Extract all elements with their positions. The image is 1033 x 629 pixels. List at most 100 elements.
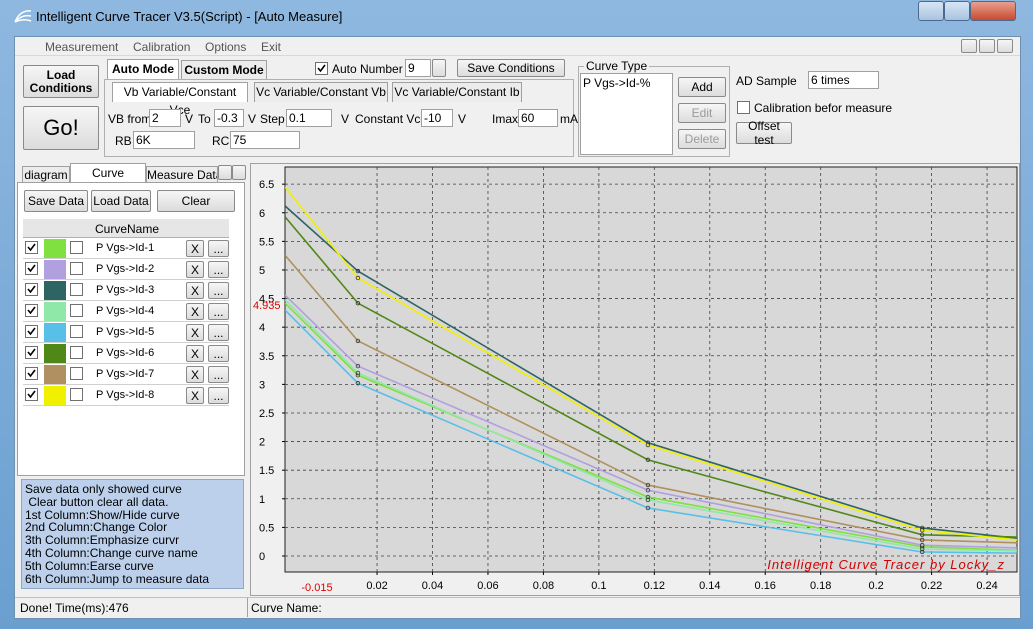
save-data-button[interactable]: Save Data: [24, 190, 88, 212]
chart: 0 0.5 1 1.5 2 2.5 3 3.5 4 4.5 5 5.5 6 6.5 0.02 0.04 0.06…: [253, 166, 1018, 594]
mdi-minimize[interactable]: [961, 39, 977, 53]
curve-type-list[interactable]: P Vgs->Id-%: [580, 73, 673, 155]
jump-button[interactable]: ...: [208, 303, 229, 320]
tab-scroll-right[interactable]: [232, 165, 246, 180]
emphasize-checkbox[interactable]: [70, 346, 83, 359]
jump-button[interactable]: ...: [208, 387, 229, 404]
show-checkbox[interactable]: [25, 325, 38, 338]
show-checkbox[interactable]: [25, 304, 38, 317]
status-bar: Done! Time(ms):476 Curve Name:: [15, 597, 1020, 617]
status-text: Done! Time(ms):476: [20, 601, 129, 615]
rb-select[interactable]: 6K: [133, 131, 195, 149]
load-data-button[interactable]: Load Data: [91, 190, 151, 212]
show-checkbox[interactable]: [25, 283, 38, 296]
auto-number-input[interactable]: 9: [405, 59, 431, 77]
show-checkbox[interactable]: [25, 388, 38, 401]
emphasize-checkbox[interactable]: [70, 304, 83, 317]
y-tick-label: 5.5: [259, 236, 274, 248]
vce-input[interactable]: -10: [421, 109, 453, 127]
curve: [285, 205, 1017, 540]
subtab[interactable]: Vc Variable/Constant Vb: [254, 82, 388, 102]
step-input[interactable]: 0.1: [286, 109, 332, 127]
help-line: 4th Column:Change curve name: [25, 545, 198, 560]
erase-button[interactable]: X: [186, 387, 204, 404]
to-input[interactable]: -0.3: [214, 109, 244, 127]
offset-test-button[interactable]: Offset test: [736, 119, 792, 147]
left-tab[interactable]: Measure Data: [146, 166, 218, 183]
color-swatch[interactable]: [44, 386, 66, 405]
erase-button[interactable]: X: [186, 303, 204, 320]
show-checkbox[interactable]: [25, 346, 38, 359]
erase-button[interactable]: X: [186, 366, 204, 383]
color-swatch[interactable]: [44, 365, 66, 384]
curve: [285, 302, 1017, 552]
color-swatch[interactable]: [44, 281, 66, 300]
help-line: 3th Column:Emphasize curvr: [25, 533, 180, 548]
emphasize-checkbox[interactable]: [70, 325, 83, 338]
label: RB: [115, 134, 132, 148]
mdi-close[interactable]: [997, 39, 1013, 53]
erase-button[interactable]: X: [186, 240, 204, 257]
calibration-checkbox[interactable]: [737, 101, 750, 114]
emphasize-checkbox[interactable]: [70, 367, 83, 380]
curve-name: P Vgs->Id-1: [96, 242, 155, 254]
tab-scroll-left[interactable]: [218, 165, 232, 180]
clear-button[interactable]: Clear: [157, 190, 235, 212]
auto-number-checkbox[interactable]: [315, 62, 328, 75]
show-checkbox[interactable]: [25, 367, 38, 380]
ad-sample-select[interactable]: 6 times: [808, 71, 879, 89]
subtab[interactable]: Vb Variable/Constant Vce: [112, 82, 248, 117]
emphasize-checkbox[interactable]: [70, 262, 83, 275]
jump-button[interactable]: ...: [208, 324, 229, 341]
left-tab[interactable]: diagram: [22, 166, 70, 183]
show-checkbox[interactable]: [25, 262, 38, 275]
erase-button[interactable]: X: [186, 282, 204, 299]
menu-item[interactable]: Calibration: [133, 40, 191, 54]
jump-button[interactable]: ...: [208, 366, 229, 383]
load-conditions-button[interactable]: Load Conditions: [23, 65, 99, 98]
emphasize-checkbox[interactable]: [70, 283, 83, 296]
tab-custom-mode[interactable]: Custom Mode: [181, 60, 267, 80]
spinner[interactable]: [432, 59, 446, 77]
close-button[interactable]: [970, 1, 1016, 21]
color-swatch[interactable]: [44, 302, 66, 321]
rc-select[interactable]: 75: [230, 131, 300, 149]
x-tick-label: 0.12: [644, 580, 665, 592]
point-marker: [355, 275, 361, 281]
erase-button[interactable]: X: [186, 324, 204, 341]
menu-item[interactable]: Measurement: [45, 40, 119, 54]
emphasize-checkbox[interactable]: [70, 388, 83, 401]
imax-input[interactable]: 60: [518, 109, 558, 127]
color-swatch[interactable]: [44, 260, 66, 279]
menu-item[interactable]: Options: [205, 40, 247, 54]
color-swatch[interactable]: [44, 239, 66, 258]
vb-from-input[interactable]: 2: [149, 109, 181, 127]
mdi-restore[interactable]: [979, 39, 995, 53]
jump-button[interactable]: ...: [208, 240, 229, 257]
subtab[interactable]: Vc Variable/Constant Ib: [392, 82, 522, 102]
save-conditions-button[interactable]: Save Conditions: [457, 59, 565, 77]
jump-button[interactable]: ...: [208, 282, 229, 299]
maximize-button[interactable]: [944, 1, 970, 21]
y-tick-label: 2: [259, 437, 265, 449]
minimize-button[interactable]: [918, 1, 944, 21]
color-swatch[interactable]: [44, 344, 66, 363]
tab-auto-mode[interactable]: Auto Mode: [107, 59, 179, 79]
left-tab[interactable]: Curve Control: [70, 163, 146, 198]
erase-button[interactable]: X: [186, 261, 204, 278]
go-button[interactable]: Go!: [23, 106, 99, 150]
help-line: 1st Column:Show/Hide curve: [25, 507, 180, 522]
jump-button[interactable]: ...: [208, 345, 229, 362]
menu-item[interactable]: Exit: [261, 40, 282, 54]
jump-button[interactable]: ...: [208, 261, 229, 278]
point-marker: [919, 528, 925, 533]
point-marker: [355, 381, 361, 386]
label: Step: [260, 112, 285, 126]
emphasize-checkbox[interactable]: [70, 241, 83, 254]
color-swatch[interactable]: [44, 323, 66, 342]
show-checkbox[interactable]: [25, 241, 38, 254]
y-tick-label: 4: [259, 322, 265, 334]
erase-button[interactable]: X: [186, 345, 204, 362]
watermark: Intelligent Curve Tracer by Locky_z: [767, 557, 1005, 572]
add-button[interactable]: Add: [678, 77, 726, 97]
